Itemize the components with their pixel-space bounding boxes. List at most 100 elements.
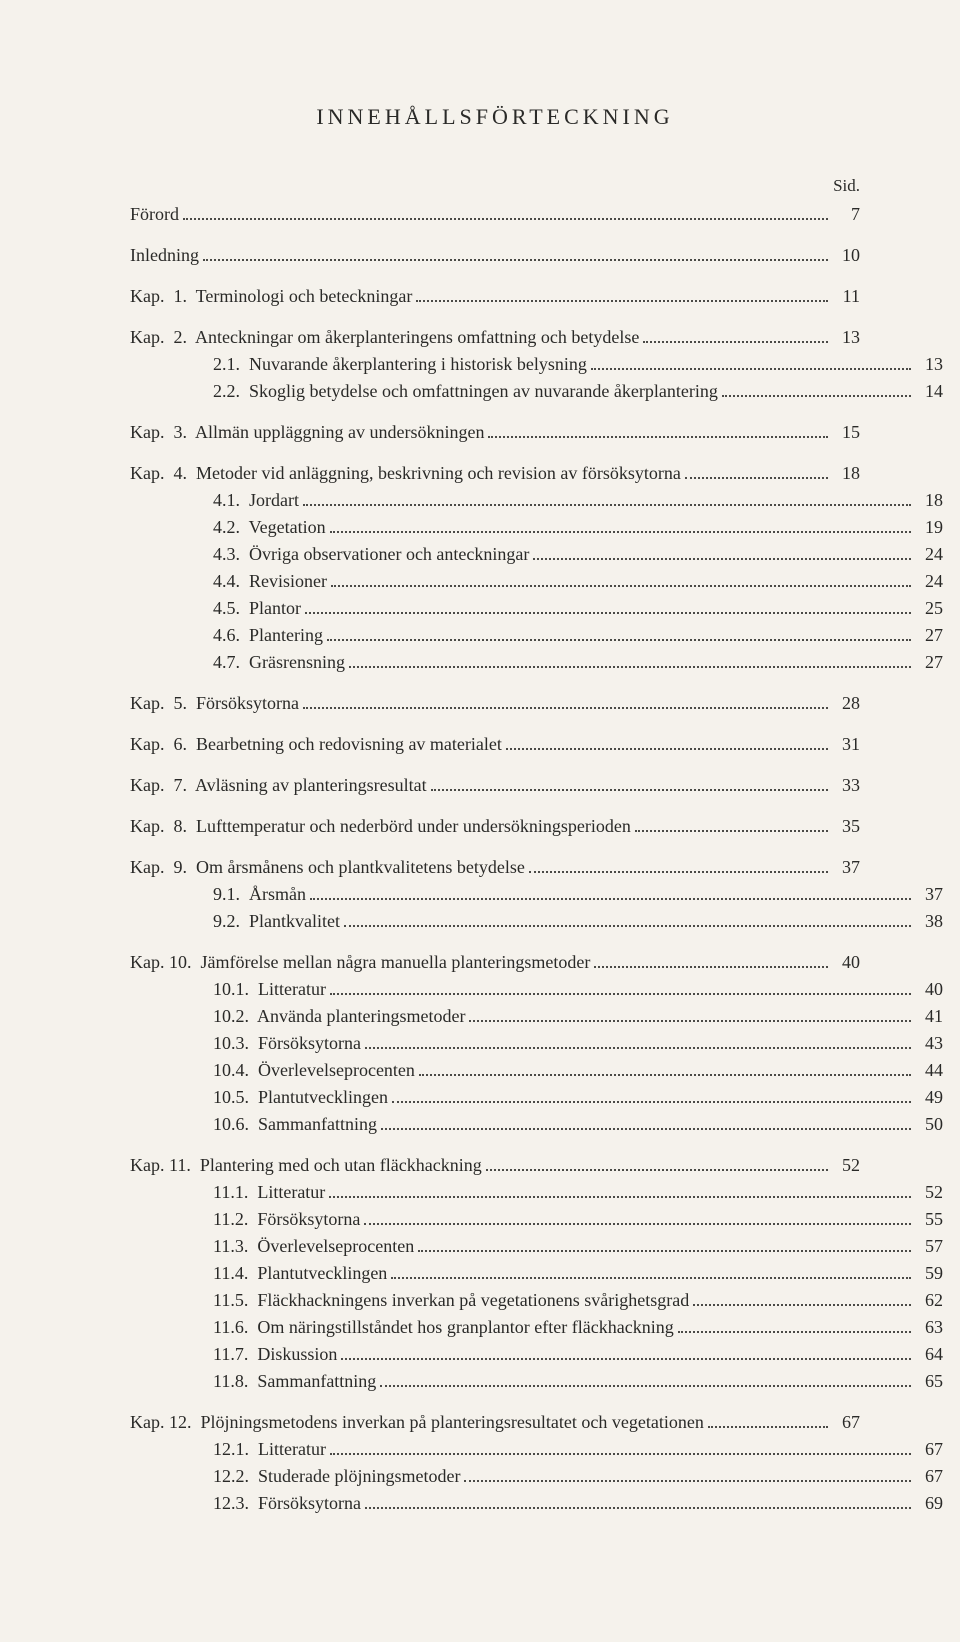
page-column-header: Sid. [130, 173, 860, 199]
toc-row: 11.7. Diskussion64 [130, 1341, 943, 1368]
toc-entry-label: 10.4. Överlevelseprocenten [213, 1057, 415, 1084]
toc-row: 4.6. Plantering27 [130, 622, 943, 649]
toc-row: Kap. 12. Plöjningsmetodens inverkan på p… [130, 1409, 860, 1436]
toc-entry-page: 69 [915, 1490, 943, 1517]
toc-leader-dots [431, 772, 828, 790]
toc-row: 10.5. Plantutvecklingen49 [130, 1084, 943, 1111]
toc-block-gap [130, 676, 860, 690]
toc-leader-dots [380, 1368, 911, 1386]
toc-entry-label: 4.4. Revisioner [213, 568, 327, 595]
toc-entry-label: 11.2. Försöksytorna [213, 1206, 360, 1233]
toc-entry-label: 9.2. Plantkvalitet [213, 908, 340, 935]
toc-leader-dots [391, 1260, 911, 1278]
toc-row: Inledning10 [130, 242, 860, 269]
toc-block-gap [130, 1395, 860, 1409]
toc-entry-label: 4.2. Vegetation [213, 514, 326, 541]
toc-leader-dots [469, 1003, 911, 1021]
toc-block-gap [130, 717, 860, 731]
toc-entry-label: 10.5. Plantutvecklingen [213, 1084, 388, 1111]
toc-entry-label: Kap. 5. Försöksytorna [130, 690, 299, 717]
toc-leader-dots [506, 731, 828, 749]
toc-leader-dots [364, 1206, 911, 1224]
toc-entry-page: 50 [915, 1111, 943, 1138]
toc-leader-dots [678, 1314, 911, 1332]
toc-block-gap [130, 405, 860, 419]
toc-block-gap [130, 840, 860, 854]
toc-row: 10.2. Använda planteringsmetoder 41 [130, 1003, 943, 1030]
toc-entry-page: 13 [832, 324, 860, 351]
toc-entry-label: 4.5. Plantor [213, 595, 301, 622]
toc-entry-page: 41 [915, 1003, 943, 1030]
toc-row: 12.2. Studerade plöjningsmetoder67 [130, 1463, 943, 1490]
toc-list: Förord7 Inledning10 Kap. 1. Terminologi oc… [130, 201, 860, 1517]
page: INNEHÅLLSFÖRTECKNING Sid. Förord7Inledni… [0, 0, 960, 1642]
toc-entry-label: 4.1. Jordart [213, 487, 299, 514]
toc-entry-page: 31 [832, 731, 860, 758]
toc-row: Kap. 11. Plantering med och utan fläckha… [130, 1152, 860, 1179]
toc-entry-page: 44 [915, 1057, 943, 1084]
toc-row: 11.6. Om näringstillståndet hos granplan… [130, 1314, 943, 1341]
toc-leader-dots [203, 242, 828, 260]
toc-row: Kap. 2. Anteckningar om åkerplanteringen… [130, 324, 860, 351]
toc-row: 12.1. Litteratur67 [130, 1436, 943, 1463]
toc-leader-dots [418, 1233, 911, 1251]
toc-entry-label: Kap. 2. Anteckningar om åkerplanteringen… [130, 324, 639, 351]
toc-row: Förord7 [130, 201, 860, 228]
toc-entry-page: 14 [915, 378, 943, 405]
toc-leader-dots [381, 1111, 911, 1129]
toc-row: 4.4. Revisioner24 [130, 568, 943, 595]
toc-block-gap [130, 1138, 860, 1152]
toc-leader-dots [693, 1287, 911, 1305]
toc-entry-page: 40 [915, 976, 943, 1003]
toc-row: 11.3. Överlevelseprocenten 57 [130, 1233, 943, 1260]
toc-entry-page: 57 [915, 1233, 943, 1260]
toc-leader-dots [183, 201, 828, 219]
toc-leader-dots [310, 881, 911, 899]
toc-entry-label: 4.7. Gräsrensning [213, 649, 345, 676]
toc-entry-label: Kap. 6. Bearbetning och redovisning av m… [130, 731, 502, 758]
toc-leader-dots [303, 690, 828, 708]
toc-entry-page: 35 [832, 813, 860, 840]
toc-entry-page: 13 [915, 351, 943, 378]
toc-leader-dots [685, 460, 828, 478]
toc-entry-label: 11.3. Överlevelseprocenten [213, 1233, 414, 1260]
toc-entry-label: 11.7. Diskussion [213, 1341, 337, 1368]
toc-block-gap [130, 758, 860, 772]
toc-entry-page: 27 [915, 649, 943, 676]
toc-entry-label: 11.5. Fläckhackningens inverkan på veget… [213, 1287, 689, 1314]
toc-entry-page: 19 [915, 514, 943, 541]
toc-entry-page: 37 [832, 854, 860, 881]
toc-entry-label: 9.1. Årsmån [213, 881, 306, 908]
toc-row: 4.1. Jordart18 [130, 487, 943, 514]
toc-row: 4.7. Gräsrensning 27 [130, 649, 943, 676]
toc-entry-page: 11 [832, 283, 860, 310]
toc-entry-page: 55 [915, 1206, 943, 1233]
toc-entry-page: 37 [915, 881, 943, 908]
toc-row: 4.5. Plantor25 [130, 595, 943, 622]
toc-entry-page: 28 [832, 690, 860, 717]
toc-leader-dots [330, 1436, 911, 1454]
toc-entry-label: Kap. 1. Terminologi och beteckningar [130, 283, 412, 310]
toc-row: Kap. 7. Avläsning av planteringsresultat… [130, 772, 860, 799]
toc-row: 11.4. Plantutvecklingen59 [130, 1260, 943, 1287]
toc-entry-label: 4.3. Övriga observationer och anteckning… [213, 541, 529, 568]
toc-leader-dots [488, 419, 828, 437]
toc-row: 10.4. Överlevelseprocenten 44 [130, 1057, 943, 1084]
toc-entry-page: 52 [915, 1179, 943, 1206]
toc-entry-label: 10.2. Använda planteringsmetoder [213, 1003, 465, 1030]
toc-entry-label: 10.1. Litteratur [213, 976, 326, 1003]
toc-leader-dots [327, 622, 911, 640]
toc-entry-label: Kap. 11. Plantering med och utan fläckha… [130, 1152, 482, 1179]
toc-row: Kap. 8. Lufttemperatur och nederbörd und… [130, 813, 860, 840]
toc-entry-label: 11.4. Plantutvecklingen [213, 1260, 387, 1287]
toc-block-gap [130, 228, 860, 242]
toc-row: 12.3. Försöksytorna69 [130, 1490, 943, 1517]
toc-leader-dots [464, 1463, 911, 1481]
toc-row: 2.2. Skoglig betydelse och omfattningen … [130, 378, 943, 405]
toc-entry-page: 63 [915, 1314, 943, 1341]
toc-leader-dots [635, 813, 828, 831]
toc-entry-page: 33 [832, 772, 860, 799]
toc-leader-dots [365, 1030, 911, 1048]
toc-block-gap [130, 446, 860, 460]
toc-entry-label: 11.8. Sammanfattning [213, 1368, 376, 1395]
